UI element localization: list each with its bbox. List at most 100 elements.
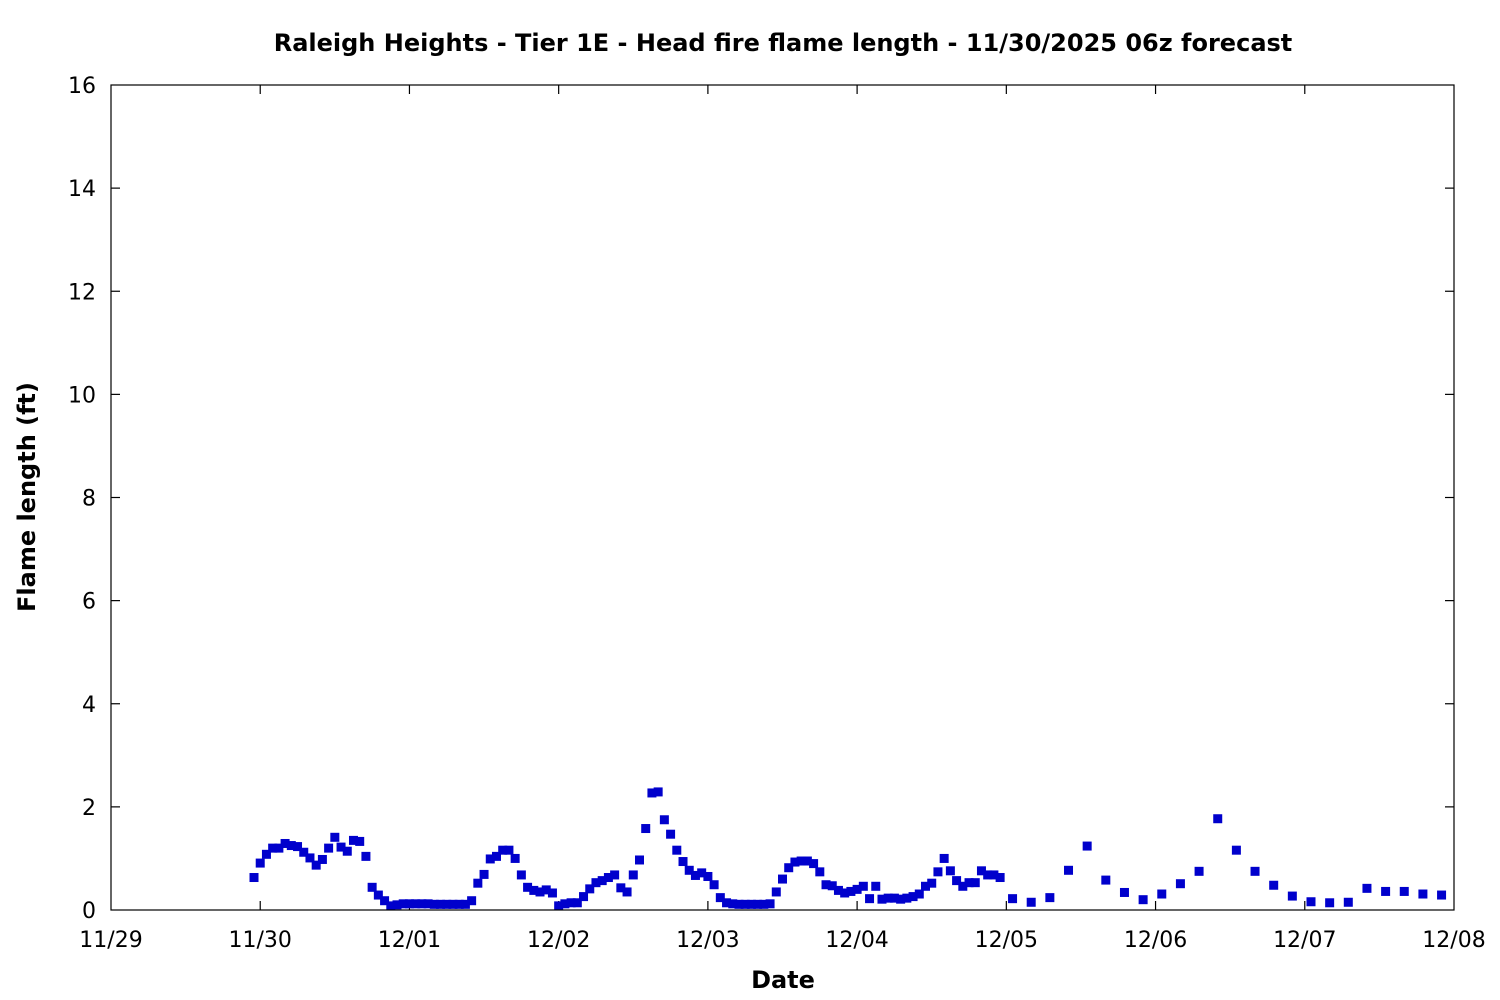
y-tick-label: 0 bbox=[82, 899, 96, 924]
data-point bbox=[690, 870, 700, 880]
data-point bbox=[641, 824, 651, 834]
data-point bbox=[616, 883, 626, 893]
y-tick-label: 12 bbox=[68, 280, 96, 305]
x-tick-label: 12/04 bbox=[825, 928, 888, 953]
x-tick-label: 12/02 bbox=[527, 928, 590, 953]
data-point bbox=[1194, 866, 1204, 876]
data-point bbox=[392, 900, 402, 910]
y-tick-label: 10 bbox=[68, 383, 96, 408]
data-point bbox=[280, 838, 290, 848]
data-point bbox=[933, 867, 943, 877]
data-point bbox=[1231, 845, 1241, 855]
data-point bbox=[317, 854, 327, 864]
data-point bbox=[467, 896, 477, 906]
data-point bbox=[286, 841, 296, 851]
data-point bbox=[815, 867, 825, 877]
data-point bbox=[355, 836, 365, 846]
data-point bbox=[1119, 887, 1129, 897]
data-point bbox=[1287, 891, 1297, 901]
data-point bbox=[883, 893, 893, 903]
data-point bbox=[722, 898, 732, 908]
data-point bbox=[896, 894, 906, 904]
chart-title: Raleigh Heights - Tier 1E - Head fire fl… bbox=[274, 29, 1293, 57]
y-tick-label: 14 bbox=[68, 177, 96, 202]
data-point bbox=[871, 881, 881, 891]
y-axis-label: Flame length (ft) bbox=[13, 382, 41, 612]
data-point bbox=[523, 882, 533, 892]
data-point bbox=[759, 899, 769, 909]
data-point bbox=[877, 894, 887, 904]
data-point bbox=[746, 899, 756, 909]
data-point bbox=[653, 787, 663, 797]
data-point bbox=[442, 899, 452, 909]
data-point bbox=[293, 842, 303, 852]
data-point bbox=[740, 899, 750, 909]
data-point bbox=[659, 815, 669, 825]
data-point bbox=[989, 870, 999, 880]
data-point bbox=[554, 901, 564, 911]
data-point bbox=[324, 843, 334, 853]
data-point bbox=[579, 892, 589, 902]
data-point bbox=[1082, 841, 1092, 851]
data-point bbox=[448, 899, 458, 909]
data-point bbox=[560, 899, 570, 909]
data-point bbox=[684, 865, 694, 875]
data-point bbox=[952, 876, 962, 886]
data-point bbox=[833, 885, 843, 895]
data-point bbox=[1213, 814, 1223, 824]
data-point bbox=[778, 874, 787, 884]
data-point bbox=[411, 899, 421, 909]
data-point bbox=[703, 871, 713, 881]
data-point bbox=[398, 899, 408, 909]
data-point bbox=[958, 881, 968, 891]
x-tick-label: 12/08 bbox=[1422, 928, 1485, 953]
y-tick-label: 16 bbox=[68, 74, 96, 99]
data-point bbox=[858, 881, 868, 891]
data-point bbox=[964, 878, 974, 888]
data-point bbox=[1437, 890, 1447, 900]
data-point bbox=[610, 870, 620, 880]
data-point bbox=[504, 845, 514, 855]
data-point bbox=[1306, 897, 1316, 907]
data-point bbox=[597, 876, 607, 886]
data-point bbox=[361, 851, 371, 861]
x-tick-label: 12/06 bbox=[1124, 928, 1187, 953]
x-tick-label: 12/07 bbox=[1273, 928, 1336, 953]
data-point bbox=[827, 881, 837, 891]
y-tick-label: 2 bbox=[82, 796, 96, 821]
data-point bbox=[790, 857, 800, 867]
data-point bbox=[1399, 886, 1409, 896]
data-point bbox=[765, 899, 775, 909]
data-point bbox=[995, 873, 1005, 883]
data-point bbox=[1026, 897, 1036, 907]
data-point bbox=[939, 853, 949, 863]
x-tick-label: 11/29 bbox=[79, 928, 142, 953]
data-point bbox=[945, 866, 955, 876]
data-point bbox=[914, 889, 924, 899]
data-point bbox=[473, 878, 483, 888]
data-point bbox=[348, 835, 358, 845]
data-point bbox=[566, 898, 576, 908]
data-point bbox=[479, 869, 489, 879]
data-point bbox=[840, 888, 850, 898]
data-point bbox=[460, 899, 470, 909]
x-tick-label: 12/03 bbox=[676, 928, 739, 953]
data-point bbox=[342, 846, 352, 856]
data-point bbox=[647, 788, 657, 798]
data-point bbox=[1045, 893, 1055, 903]
data-point bbox=[1325, 898, 1335, 908]
data-point bbox=[261, 849, 271, 859]
data-point bbox=[771, 887, 781, 897]
data-point bbox=[908, 892, 918, 902]
data-point bbox=[485, 854, 495, 864]
data-point bbox=[1064, 865, 1074, 875]
data-point bbox=[865, 894, 875, 904]
data-point bbox=[784, 863, 794, 873]
plot-frame bbox=[110, 84, 1455, 911]
data-point bbox=[753, 899, 763, 909]
data-point bbox=[386, 901, 396, 911]
data-point bbox=[622, 887, 632, 897]
data-point bbox=[1175, 879, 1185, 889]
data-point bbox=[510, 853, 520, 863]
